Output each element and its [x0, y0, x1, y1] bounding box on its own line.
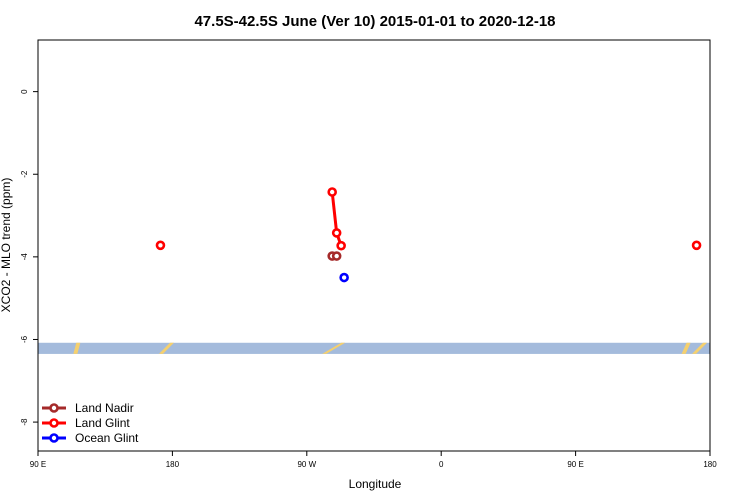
legend-item-land-glint: Land Glint: [42, 416, 130, 430]
legend-label: Land Nadir: [75, 401, 134, 415]
land-patch: [322, 342, 346, 354]
legend-label: Ocean Glint: [75, 431, 139, 445]
series-land-glint: [155, 187, 702, 251]
y-axis-label: XCO2 - MLO trend (ppm): [0, 178, 13, 313]
land-patch: [73, 342, 81, 354]
x-tick-label: 180: [703, 460, 717, 469]
x-tick-label: 90 W: [297, 460, 316, 469]
land-glint-line: [330, 191, 339, 234]
x-tick-label: 180: [166, 460, 180, 469]
series-land-nadir: [327, 251, 342, 261]
ocean-band: [38, 342, 710, 354]
y-tick-label: -2: [20, 170, 29, 178]
land-glint-point: [155, 240, 166, 251]
land-patch: [158, 342, 174, 354]
land-patch: [681, 342, 691, 354]
series-layer: [155, 187, 702, 283]
y-tick-label: -6: [20, 335, 29, 343]
x-tick-label: 90 E: [567, 460, 583, 469]
legend-item-ocean-glint: Ocean Glint: [42, 431, 139, 445]
land-nadir-point: [331, 251, 342, 261]
series-ocean-glint: [339, 272, 349, 283]
land-glint-point: [331, 228, 342, 238]
x-axis-label: Longitude: [349, 477, 402, 491]
y-axis: 0 -2 -4 -6 -8: [20, 89, 38, 426]
chart-title: 47.5S-42.5S June (Ver 10) 2015-01-01 to …: [194, 13, 555, 30]
legend-item-land-nadir: Land Nadir: [42, 401, 134, 415]
x-tick-label: 90 E: [30, 460, 46, 469]
legend-marker: [49, 433, 59, 443]
x-tick-label: 0: [439, 460, 444, 469]
y-tick-label: -4: [20, 253, 29, 261]
land-patch: [692, 342, 708, 354]
land-glint-point: [327, 187, 337, 197]
plot-frame: [37, 39, 711, 452]
legend-label: Land Glint: [75, 416, 130, 430]
y-tick-label: -8: [20, 418, 29, 426]
legend-marker: [49, 418, 59, 428]
y-tick-label: 0: [20, 89, 29, 94]
x-axis: 90 E 180 90 W 0 90 E 180: [30, 451, 717, 469]
ocean-glint-point: [339, 272, 349, 283]
land-ocean-strip: [38, 342, 710, 354]
land-glint-point: [336, 240, 346, 251]
land-glint-point: [691, 240, 702, 251]
legend-marker: [49, 403, 59, 413]
